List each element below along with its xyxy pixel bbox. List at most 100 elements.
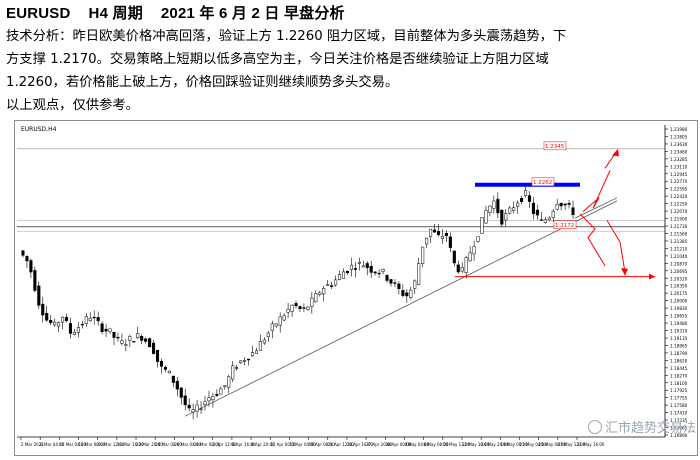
x-tick-label: 8 Apr 20:00 — [251, 442, 275, 447]
x-tick-label: 31 May 16:00 — [577, 442, 605, 447]
x-tick-label: 18 Mar 16:00 — [117, 442, 144, 447]
candle-body — [520, 197, 524, 202]
candle-body — [72, 332, 76, 335]
annotation-box — [553, 220, 577, 230]
candle-body — [120, 340, 124, 344]
candle-body — [183, 395, 187, 406]
candle-body — [318, 292, 322, 295]
candle-body — [132, 341, 136, 343]
candle-body — [25, 255, 29, 262]
candle-body — [405, 292, 409, 297]
candle-body — [88, 317, 92, 322]
candle-body — [444, 233, 448, 237]
candle-body — [361, 265, 365, 268]
annotation-box — [531, 177, 555, 187]
x-tick-label: 4 May 04:00 — [404, 442, 429, 447]
period-title: H4 周期 — [88, 5, 143, 22]
analysis-line-3: 1.2260，若价格能上破上方，价格回踩验证则继续顺势多头交易。 — [6, 75, 399, 90]
candle-body — [41, 303, 45, 316]
x-tick-label: 25 May 08:00 — [539, 442, 567, 447]
candle-body — [397, 283, 401, 289]
candle-body — [179, 387, 183, 398]
candle-body — [409, 289, 413, 298]
candles — [21, 184, 575, 420]
x-tick-label: 21 Apr 12:00 — [328, 442, 355, 447]
chart-window-label: EURUSD,H4 — [21, 126, 57, 133]
candle-body — [480, 217, 484, 234]
candle-body — [425, 237, 429, 245]
candle-body — [29, 260, 33, 273]
x-tick-label: 21 May 04:00 — [519, 442, 547, 447]
candle-body — [516, 202, 520, 207]
candle-body — [92, 316, 96, 319]
y-axis: 1.23980 1.23805 1.23630 1.23460 1.23285 1.231… — [664, 125, 688, 438]
y-tick-label: 1.22250 — [670, 202, 688, 207]
candle-body — [61, 316, 65, 323]
candle-body — [326, 284, 330, 286]
candle-body — [235, 367, 239, 369]
candle-body — [239, 360, 243, 363]
y-tick-label: 1.18100 — [670, 381, 688, 386]
candle-body — [341, 271, 346, 279]
x-tick-label: 6 Mar 04:00 — [40, 442, 65, 447]
candle-body — [144, 338, 148, 342]
candle-body — [353, 268, 357, 270]
trend-lines — [17, 148, 665, 417]
y-tick-label: 1.21560 — [670, 231, 688, 236]
x-tick-label: 12 Apr 00:00 — [270, 442, 297, 447]
candle-body — [345, 270, 350, 273]
y-tick-label: 1.19135 — [670, 336, 688, 341]
x-tick-label: 10 May 12:00 — [443, 442, 471, 447]
candle-body — [306, 306, 310, 310]
analysis-line-2: 方支撑 1.2170。交易策略上短期以低多高空为主，今日关注价格是否继续验证上方… — [6, 52, 549, 67]
candle-body — [476, 236, 480, 242]
candle-body — [108, 328, 112, 332]
candle-body — [187, 404, 191, 409]
candle-body — [369, 265, 373, 273]
candle-body — [266, 332, 270, 338]
x-tick-label: 16 Mar 12:00 — [98, 442, 125, 447]
x-tick-label: 6 May 08:00 — [424, 442, 449, 447]
y-tick-label: 1.21900 — [670, 217, 688, 222]
candle-body — [543, 219, 547, 223]
y-tick-label: 1.20350 — [670, 284, 688, 289]
candle-body — [523, 190, 528, 196]
x-tick-label: 15 Apr 04:00 — [289, 442, 316, 447]
arrow-down-path — [579, 213, 606, 267]
y-tick-label: 1.23460 — [670, 149, 688, 154]
candle-body — [270, 323, 274, 332]
y-tick-label: 1.23805 — [670, 134, 688, 139]
candle-body — [357, 261, 361, 264]
y-tick-label: 1.17065 — [670, 426, 688, 431]
y-tick-label: 1.17235 — [670, 418, 688, 423]
candle-body — [243, 360, 247, 362]
y-tick-label: 1.21040 — [670, 254, 688, 259]
candle-body — [567, 203, 571, 205]
y-tick-label: 1.19480 — [670, 321, 688, 326]
x-tick-label: 27 Apr 20:00 — [366, 442, 393, 447]
candle-body — [49, 319, 53, 323]
x-tick-label: 2 Mar 2021 — [21, 442, 44, 447]
x-tick-label: 23 Apr 16:00 — [347, 442, 374, 447]
candle-body — [96, 317, 100, 322]
candle-body — [246, 358, 251, 361]
symbol-title: EURUSD — [6, 5, 71, 22]
candle-body — [302, 307, 306, 309]
candle-body — [155, 349, 160, 362]
candle-body — [448, 236, 452, 248]
analysis-line-1: 技术分析：昨日欧美价格冲高回落，验证上方 1.2260 阻力区域，目前整体为多头… — [6, 29, 567, 44]
x-tick-label: 2 Apr 12:00 — [213, 442, 237, 447]
candle-body — [76, 327, 80, 333]
candle-body — [124, 344, 128, 346]
x-tick-label: 12 Mar 08:00 — [79, 442, 106, 447]
y-tick-label: 1.20175 — [670, 291, 688, 296]
candle-body — [274, 323, 278, 327]
candle-body — [231, 365, 235, 380]
chart-window[interactable]: EURUSD,H4 1.2345 1.2262 1.2172 1.23980 1.23… — [14, 120, 698, 456]
candle-body — [33, 270, 37, 291]
x-tick-label: 31 Mar 08:00 — [194, 442, 221, 447]
candle-body — [68, 323, 73, 334]
candle-body — [310, 297, 314, 307]
